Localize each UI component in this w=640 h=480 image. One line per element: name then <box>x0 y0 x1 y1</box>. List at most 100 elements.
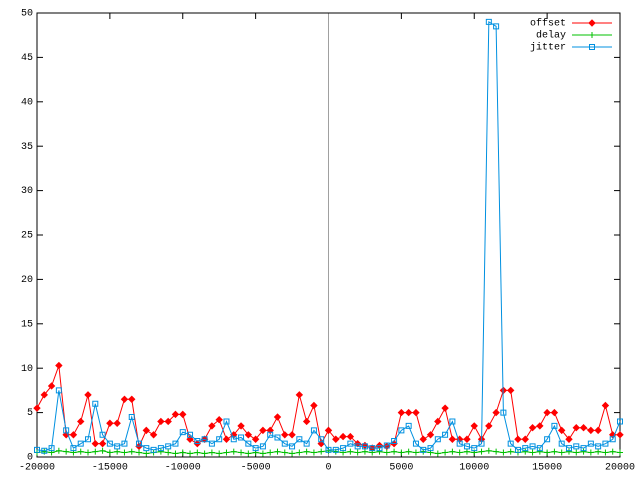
point-marker <box>85 449 92 456</box>
point-marker <box>281 431 289 439</box>
point-marker <box>572 423 580 432</box>
point-marker <box>594 426 602 435</box>
point-marker <box>179 410 187 419</box>
point-marker <box>602 449 609 456</box>
point-marker <box>492 408 500 417</box>
point-marker <box>92 400 99 407</box>
point-marker <box>471 445 478 452</box>
point-marker <box>595 443 602 450</box>
point-marker <box>398 449 405 456</box>
point-marker <box>128 448 135 455</box>
point-marker <box>500 409 507 416</box>
point-marker <box>397 408 406 417</box>
point-marker <box>616 431 624 439</box>
point-marker <box>602 440 609 447</box>
point-marker <box>143 450 150 457</box>
point-marker <box>238 449 245 456</box>
point-marker <box>609 448 616 455</box>
point-marker <box>529 449 536 456</box>
point-marker <box>551 448 558 455</box>
point-marker <box>507 448 514 455</box>
point-marker <box>463 448 470 455</box>
point-marker <box>412 440 419 447</box>
point-marker <box>318 436 325 443</box>
point-marker <box>434 417 442 426</box>
point-marker <box>288 431 296 439</box>
point-marker <box>493 448 500 455</box>
point-marker <box>485 422 493 430</box>
y-tick-label: 15 <box>21 319 33 330</box>
point-marker <box>441 404 449 412</box>
point-marker <box>521 435 529 443</box>
point-marker <box>587 440 594 447</box>
point-marker <box>34 446 40 453</box>
point-marker <box>157 417 165 426</box>
point-marker <box>244 431 253 439</box>
point-marker <box>164 417 172 426</box>
point-marker <box>252 445 259 452</box>
point-marker <box>589 32 595 38</box>
point-marker <box>136 440 143 447</box>
point-marker <box>456 449 463 456</box>
y-tick-label: 40 <box>21 97 33 108</box>
point-marker <box>412 408 420 417</box>
x-tick-label: -20000 <box>19 463 55 474</box>
point-marker <box>361 443 368 450</box>
point-marker <box>273 413 282 421</box>
point-marker <box>194 449 201 456</box>
point-marker <box>587 449 594 456</box>
point-marker <box>114 448 121 455</box>
point-marker <box>281 449 288 456</box>
point-marker <box>237 422 245 430</box>
point-marker <box>383 449 390 456</box>
point-marker <box>274 434 281 441</box>
point-marker <box>565 445 572 452</box>
point-marker <box>310 401 318 410</box>
point-marker <box>404 408 413 417</box>
point-marker <box>449 418 456 425</box>
y-tick-label: 20 <box>21 275 33 286</box>
point-marker <box>149 431 158 439</box>
x-tick-label: -10000 <box>165 463 201 474</box>
point-marker <box>310 449 317 456</box>
point-marker <box>136 449 143 456</box>
point-marker <box>201 436 208 443</box>
point-marker <box>69 431 78 439</box>
point-marker <box>238 434 245 441</box>
y-tick-label: 35 <box>21 142 33 153</box>
point-marker <box>251 435 260 443</box>
point-marker <box>84 391 92 399</box>
point-marker <box>121 449 128 456</box>
point-marker <box>573 443 580 450</box>
point-marker <box>551 422 558 429</box>
plot-frame <box>36 12 621 458</box>
point-marker <box>172 440 179 447</box>
point-marker <box>522 445 529 452</box>
point-marker <box>485 18 492 25</box>
point-marker <box>289 443 296 450</box>
point-marker <box>289 450 296 457</box>
point-marker <box>47 382 56 390</box>
point-marker <box>310 427 317 434</box>
point-marker <box>150 446 157 453</box>
point-marker <box>215 415 223 424</box>
point-marker <box>580 445 587 452</box>
point-marker <box>296 449 303 456</box>
point-marker <box>267 431 274 438</box>
point-marker <box>77 417 85 426</box>
point-marker <box>434 450 441 457</box>
point-marker <box>295 391 304 399</box>
point-marker <box>617 418 623 425</box>
point-marker <box>259 443 266 450</box>
point-marker <box>558 440 565 447</box>
point-marker <box>588 19 596 27</box>
point-marker <box>456 440 463 447</box>
point-marker <box>340 445 347 452</box>
point-marker <box>33 404 41 412</box>
point-marker <box>55 361 63 370</box>
point-marker <box>347 440 354 447</box>
point-marker <box>208 422 216 430</box>
point-marker <box>391 448 398 455</box>
point-marker <box>106 419 114 427</box>
